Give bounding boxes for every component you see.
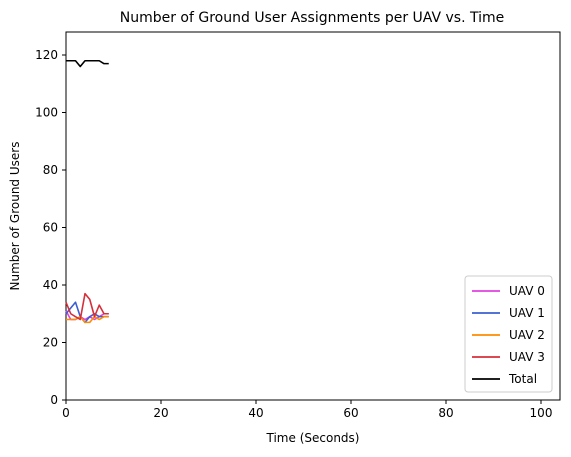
y-tick-label: 20 (43, 336, 58, 350)
x-tick-label: 100 (530, 406, 553, 420)
series-line-uav-3 (65, 292, 109, 321)
y-axis-label: Number of Ground Users (8, 142, 22, 291)
x-axis-label: Time (Seconds) (266, 431, 360, 445)
x-tick-label: 20 (153, 406, 168, 420)
series-line-uav-2 (66, 315, 109, 324)
legend-label: UAV 0 (509, 284, 545, 298)
x-tick-label: 60 (343, 406, 358, 420)
x-tick-label: 0 (62, 406, 70, 420)
y-tick-label: 100 (35, 106, 58, 120)
y-tick-label: 80 (43, 163, 58, 177)
legend-label: UAV 1 (509, 306, 545, 320)
y-tick-label: 0 (50, 393, 58, 407)
y-axis: 0 20 40 60 80 100 120 (35, 48, 66, 407)
series-line-uav-1 (65, 301, 109, 324)
series-lines (65, 59, 109, 324)
x-axis: 0 20 40 60 80 100 (62, 400, 552, 420)
chart-title: Number of Ground User Assignments per UA… (120, 10, 505, 26)
legend-box (464, 275, 553, 393)
series-line-total (66, 59, 109, 68)
legend: UAV 0 UAV 1 UAV 2 UAV 3 Total (464, 275, 553, 393)
x-tick-label: 80 (438, 406, 453, 420)
y-tick-label: 60 (43, 221, 58, 235)
legend-label: Total (508, 372, 537, 386)
legend-label: UAV 2 (509, 328, 545, 342)
x-tick-label: 40 (248, 406, 263, 420)
legend-label: UAV 3 (509, 350, 545, 364)
y-tick-label: 40 (43, 278, 58, 292)
y-tick-label: 120 (35, 48, 58, 62)
